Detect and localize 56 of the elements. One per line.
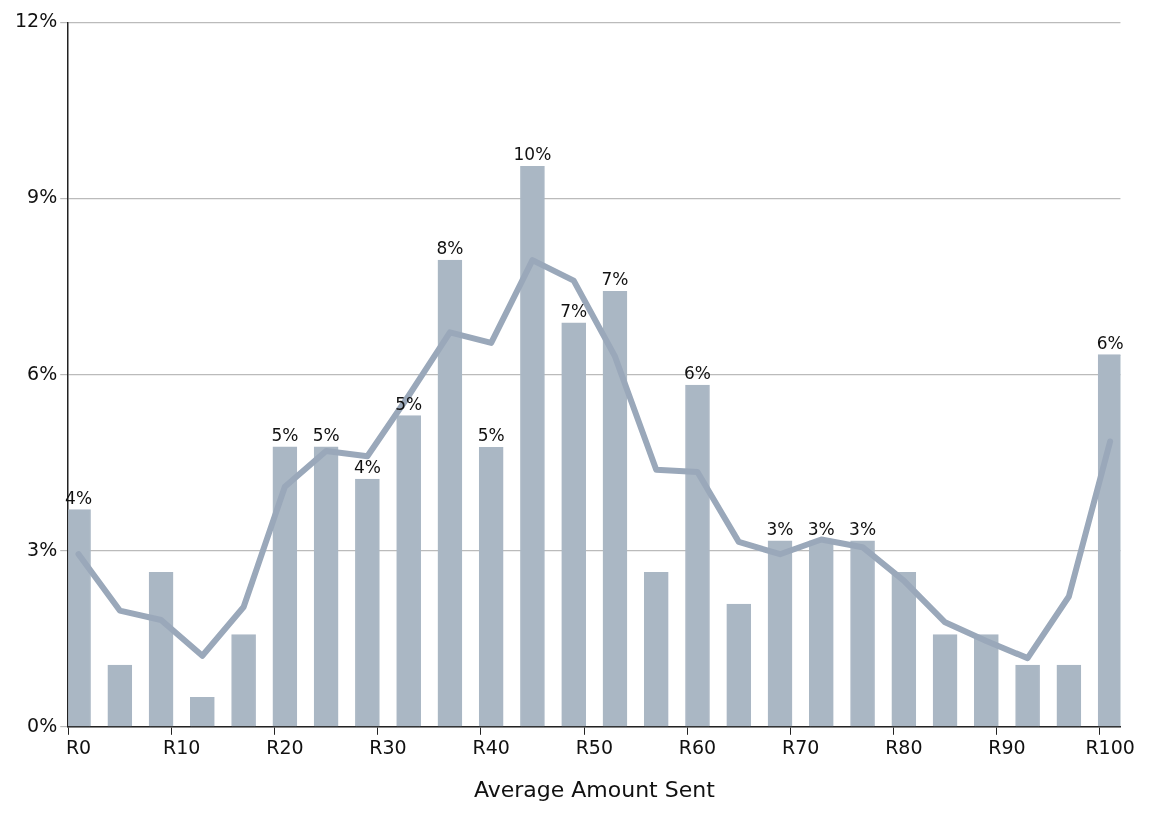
x-axis-title: Average Amount Sent	[473, 776, 716, 802]
x-tick-label: R100	[1085, 736, 1135, 759]
bar	[932, 634, 958, 727]
bar	[1056, 664, 1082, 727]
bar	[643, 572, 669, 727]
x-tick-label: R10	[163, 736, 201, 759]
bar	[974, 634, 999, 727]
bar	[272, 446, 298, 727]
x-tick-label: R20	[266, 736, 304, 759]
y-tick-label: 12%	[15, 9, 58, 32]
bar	[148, 572, 174, 727]
bar	[355, 478, 380, 727]
x-tick-label: R40	[472, 736, 510, 759]
bar	[767, 540, 793, 727]
bar	[808, 540, 834, 727]
data-label: 3%	[849, 518, 877, 539]
data-label: 4%	[353, 457, 381, 478]
data-label: 7%	[560, 300, 588, 321]
bar	[437, 259, 463, 727]
x-tick-label: R80	[885, 736, 923, 759]
data-label: 6%	[1096, 332, 1124, 353]
data-label: 10%	[513, 144, 552, 165]
data-label: 3%	[807, 518, 835, 539]
x-tick-label: R50	[575, 736, 614, 759]
bar	[685, 384, 710, 727]
x-tick-label: R90	[988, 736, 1026, 759]
bar	[478, 447, 504, 727]
bar	[313, 446, 339, 727]
bar	[190, 697, 215, 727]
bar	[231, 634, 256, 727]
bar	[1097, 354, 1121, 727]
y-tick-label: 6%	[27, 361, 58, 384]
data-label: 3%	[766, 518, 794, 539]
bar	[891, 572, 917, 727]
x-tick-label: R60	[678, 736, 717, 759]
data-label: 5%	[477, 425, 505, 446]
bar	[602, 290, 628, 727]
data-label: 5%	[312, 424, 340, 445]
x-tick-label: R70	[781, 736, 820, 759]
y-tick-label: 9%	[27, 185, 58, 208]
y-tick-label: 0%	[27, 713, 58, 736]
bar	[726, 603, 752, 727]
bar	[1015, 664, 1040, 727]
bar	[561, 322, 587, 727]
data-label: 6%	[684, 363, 711, 384]
data-label: 5%	[271, 424, 299, 445]
bar	[107, 664, 133, 727]
data-label: 5%	[395, 393, 423, 414]
data-label: 7%	[601, 269, 629, 290]
bar	[396, 415, 421, 727]
x-tick-label: R0	[65, 736, 92, 759]
x-tick-label: R30	[369, 736, 407, 759]
bar	[850, 540, 875, 727]
y-tick-label: 3%	[27, 537, 58, 560]
data-label: 8%	[436, 238, 464, 259]
bar	[520, 165, 545, 727]
